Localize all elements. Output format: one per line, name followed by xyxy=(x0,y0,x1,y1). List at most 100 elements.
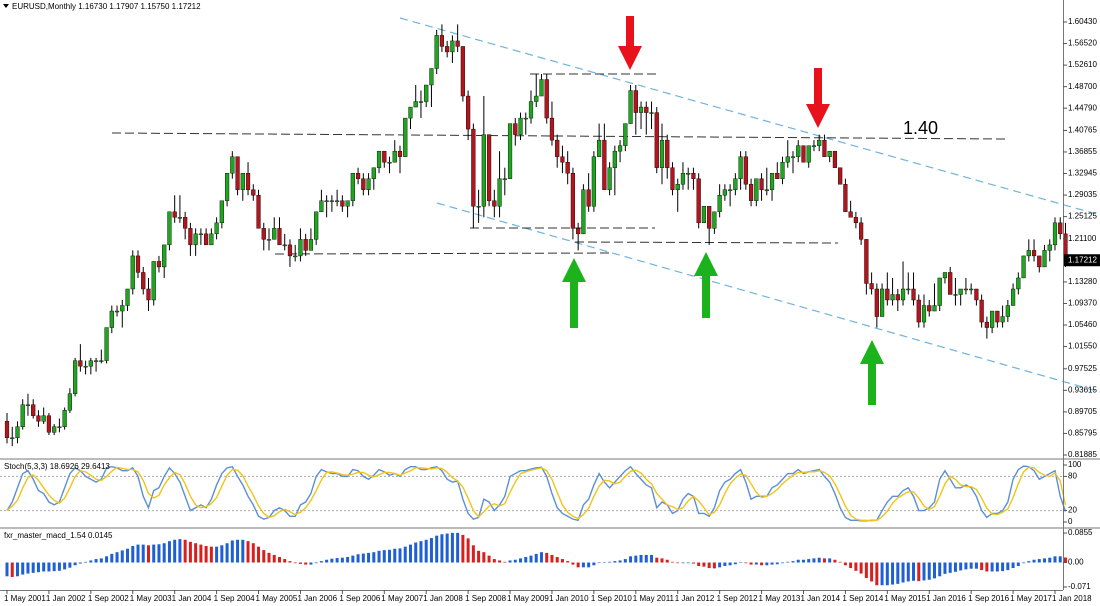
y-tick-label: 0.85795 xyxy=(1068,429,1097,438)
candle-body xyxy=(696,178,701,224)
histogram-bar xyxy=(377,550,381,563)
candle-body xyxy=(256,195,261,229)
candle-body xyxy=(811,145,817,147)
histogram-bar xyxy=(262,550,266,563)
histogram-bar xyxy=(781,562,785,564)
candle-body xyxy=(921,305,927,323)
menu-triangle xyxy=(3,4,9,8)
y-tick-label: 1.32945 xyxy=(1068,169,1097,178)
down-arrow xyxy=(618,16,642,70)
histogram-bar xyxy=(461,534,465,563)
histogram-bar xyxy=(1058,556,1062,563)
candle-body xyxy=(382,150,387,163)
candle-body xyxy=(555,139,560,157)
histogram-bar xyxy=(969,562,973,569)
x-tick-label: 1 Sep 2016 xyxy=(968,594,1009,603)
candle-body xyxy=(969,288,974,291)
histogram-bar xyxy=(126,548,130,563)
candle-body xyxy=(4,421,10,439)
candle-body xyxy=(764,189,769,191)
candle-body xyxy=(953,294,958,296)
histogram-bar xyxy=(183,539,187,563)
histogram-bar xyxy=(199,544,203,563)
histogram-bar xyxy=(57,562,61,571)
x-tick-label: 1 Jan 2004 xyxy=(172,594,212,603)
histogram-bar xyxy=(592,562,596,566)
histogram-bar xyxy=(733,562,737,565)
panel-title: EURUSD,Monthly 1.16730 1.17907 1.15750 1… xyxy=(12,2,201,11)
candle-body xyxy=(93,360,99,362)
y-tick-label: 0.89705 xyxy=(1068,407,1097,416)
x-tick-label: 1 Jan 2014 xyxy=(800,594,840,603)
histogram-bar xyxy=(1011,562,1015,569)
candle-body xyxy=(759,178,764,190)
histogram-bar xyxy=(775,562,779,565)
histogram-bar xyxy=(230,540,234,563)
x-tick-label: 1 Jan 2016 xyxy=(926,594,966,603)
frame xyxy=(0,0,1100,591)
candle-body xyxy=(424,84,429,102)
histogram-bar xyxy=(99,558,103,563)
candle-body xyxy=(701,206,707,224)
histogram-bar xyxy=(257,546,261,563)
candle-body xyxy=(450,40,455,53)
arrows xyxy=(562,16,884,405)
histogram-bar xyxy=(110,553,114,563)
candle-body xyxy=(722,189,727,196)
y-tick-label: 80 xyxy=(1068,472,1077,481)
histogram-bar xyxy=(146,545,150,563)
candle-body xyxy=(775,173,780,179)
y-tick-label: 1.44790 xyxy=(1068,103,1097,112)
candle-body xyxy=(539,79,544,97)
candle-body xyxy=(429,68,434,86)
candle-body xyxy=(628,90,633,124)
candle-body xyxy=(460,46,465,97)
histogram-bar xyxy=(309,562,313,565)
histogram-bar xyxy=(330,558,334,563)
y-tick-label: 0 xyxy=(1068,517,1073,526)
candle-body xyxy=(350,173,355,201)
candle-body xyxy=(114,310,120,313)
candle-body xyxy=(67,393,72,411)
y-tick-label: 1.21100 xyxy=(1068,234,1097,243)
candle-body xyxy=(335,200,340,202)
histogram-bar xyxy=(382,550,386,563)
histogram-bar xyxy=(167,541,171,563)
candle-body xyxy=(125,288,130,306)
candle-body xyxy=(911,288,916,301)
x-tick-label: 1 Jan 2010 xyxy=(549,594,589,603)
histogram-bar xyxy=(403,546,407,563)
histogram-bar xyxy=(550,554,554,563)
candle-body xyxy=(733,178,738,190)
histogram-bar xyxy=(953,562,957,572)
candle-body xyxy=(293,255,298,258)
histogram-bar xyxy=(1037,559,1041,563)
histogram-bar xyxy=(581,562,585,568)
histogram-bar xyxy=(503,561,507,563)
histogram-bar xyxy=(42,562,46,572)
candle-body xyxy=(570,173,576,229)
histogram-bar xyxy=(912,562,916,581)
candle-body xyxy=(848,211,853,218)
histogram-bar xyxy=(707,562,711,569)
histogram-bar xyxy=(367,552,371,563)
candle-body xyxy=(183,217,188,229)
candle-body xyxy=(277,228,282,246)
candle-body xyxy=(135,255,141,273)
candle-body xyxy=(979,299,984,323)
histogram-bar xyxy=(959,562,963,571)
candle-body xyxy=(162,244,167,268)
histogram-bar xyxy=(660,558,664,563)
histogram-bar xyxy=(822,558,826,563)
candle-body xyxy=(188,228,193,246)
histogram-bar xyxy=(47,562,51,572)
candle-body xyxy=(659,139,665,168)
plot-area xyxy=(0,24,1068,586)
histogram-bar xyxy=(429,538,433,563)
histogram-bar xyxy=(393,548,397,563)
histogram-bar xyxy=(225,543,229,563)
histogram-bar xyxy=(571,562,575,565)
candle-body xyxy=(607,167,612,190)
candle-body xyxy=(785,156,790,163)
